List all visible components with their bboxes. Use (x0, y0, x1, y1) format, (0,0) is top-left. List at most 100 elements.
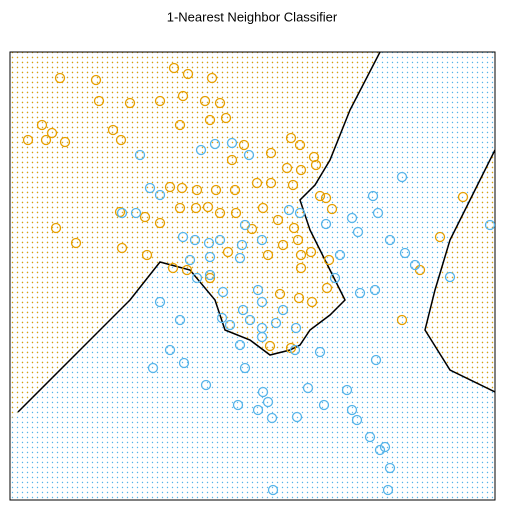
point (181, 264, 193, 276)
point (238, 139, 250, 151)
point (214, 234, 226, 246)
point (272, 214, 284, 226)
point (200, 379, 212, 391)
point (154, 95, 166, 107)
point (209, 138, 221, 150)
point (314, 190, 326, 202)
point (295, 249, 307, 261)
point (40, 134, 52, 146)
point (174, 119, 186, 131)
point (229, 184, 241, 196)
point (164, 181, 176, 193)
point (293, 292, 305, 304)
point (141, 249, 153, 261)
point (204, 272, 216, 284)
point (379, 441, 391, 453)
point (177, 231, 189, 243)
point (285, 132, 297, 144)
point (244, 314, 256, 326)
point (270, 317, 282, 329)
point (310, 159, 322, 171)
point (372, 207, 384, 219)
point (178, 357, 190, 369)
plot-frame (9, 51, 496, 501)
point (234, 339, 246, 351)
point (214, 97, 226, 109)
point (346, 212, 358, 224)
point (134, 149, 146, 161)
point (154, 189, 166, 201)
point (224, 319, 236, 331)
point (484, 219, 496, 231)
point (409, 259, 421, 271)
point (370, 354, 382, 366)
point (222, 246, 234, 258)
point (334, 249, 346, 261)
point (396, 171, 408, 183)
point (384, 462, 396, 474)
point (184, 254, 196, 266)
point (220, 112, 232, 124)
point (294, 139, 306, 151)
point (290, 322, 302, 334)
point (124, 97, 136, 109)
point (154, 217, 166, 229)
point (206, 72, 218, 84)
point (252, 284, 264, 296)
point (189, 234, 201, 246)
decision-boundary (424, 149, 495, 393)
point (116, 242, 128, 254)
point (182, 68, 194, 80)
point (281, 162, 293, 174)
point (243, 149, 255, 161)
point (382, 484, 394, 496)
point (326, 203, 338, 215)
point (256, 296, 268, 308)
point (174, 202, 186, 214)
point (396, 314, 408, 326)
point (195, 144, 207, 156)
point (115, 134, 127, 146)
point (277, 304, 289, 316)
point (457, 191, 469, 203)
point (191, 272, 203, 284)
point (295, 164, 307, 176)
point (352, 226, 364, 238)
point (174, 314, 186, 326)
point (177, 90, 189, 102)
point (167, 262, 179, 274)
point (234, 252, 246, 264)
point (147, 362, 159, 374)
point (444, 271, 456, 283)
point (289, 344, 301, 356)
point (294, 207, 306, 219)
point (266, 412, 278, 424)
point (22, 134, 34, 146)
point (210, 184, 222, 196)
point (154, 296, 166, 308)
point (351, 414, 363, 426)
point (50, 222, 62, 234)
point (36, 119, 48, 131)
point (283, 204, 295, 216)
point (292, 234, 304, 246)
point (321, 282, 333, 294)
point (226, 137, 238, 149)
point (305, 246, 317, 258)
point (274, 288, 286, 300)
point (230, 207, 242, 219)
point (164, 344, 176, 356)
point (434, 231, 446, 243)
point (256, 234, 268, 246)
point (346, 404, 358, 416)
regions (10, 52, 495, 500)
point (257, 386, 269, 398)
point (204, 269, 216, 281)
point (90, 74, 102, 86)
point (54, 72, 66, 84)
point (341, 384, 353, 396)
point (262, 396, 274, 408)
orange-region (425, 150, 495, 392)
point (277, 239, 289, 251)
point (354, 287, 366, 299)
